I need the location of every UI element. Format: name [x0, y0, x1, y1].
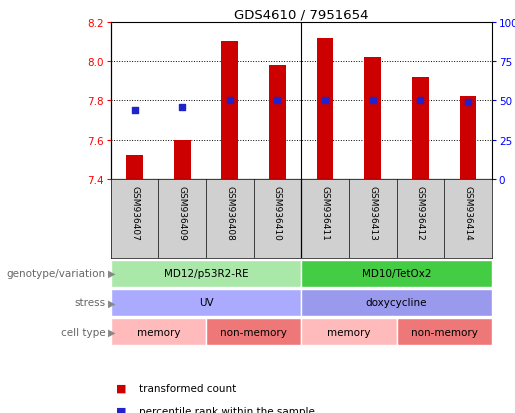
Text: non-memory: non-memory [411, 327, 477, 337]
Bar [301, 260, 492, 287]
Point [321, 98, 329, 104]
Text: memory: memory [136, 327, 180, 337]
Text: stress: stress [75, 298, 106, 308]
Text: percentile rank within the sample: percentile rank within the sample [139, 406, 315, 413]
Text: GSM936413: GSM936413 [368, 186, 377, 241]
Bar [301, 318, 397, 346]
Text: MD12/p53R2-RE: MD12/p53R2-RE [164, 268, 248, 278]
Point [226, 98, 234, 104]
Bar [111, 289, 301, 316]
Text: GSM936407: GSM936407 [130, 186, 139, 241]
Bar [111, 318, 206, 346]
Bar [221, 43, 238, 180]
Bar [397, 318, 492, 346]
Point [369, 98, 377, 104]
Text: GSM936408: GSM936408 [226, 186, 234, 241]
Text: ▶: ▶ [108, 298, 116, 308]
Bar [301, 289, 492, 316]
Point [464, 100, 472, 106]
Text: GSM936411: GSM936411 [321, 186, 330, 241]
Text: UV: UV [199, 298, 213, 308]
Point [273, 98, 282, 104]
Text: non-memory: non-memory [220, 327, 287, 337]
Text: genotype/variation: genotype/variation [7, 268, 106, 278]
Text: cell type: cell type [61, 327, 106, 337]
Title: GDS4610 / 7951654: GDS4610 / 7951654 [234, 9, 369, 21]
Bar [365, 58, 381, 180]
Bar [317, 38, 333, 180]
Bar [126, 156, 143, 180]
Text: ▶: ▶ [108, 327, 116, 337]
Text: GSM936409: GSM936409 [178, 186, 186, 241]
Text: doxycycline: doxycycline [366, 298, 427, 308]
Bar [412, 78, 428, 180]
Text: GSM936412: GSM936412 [416, 186, 425, 240]
Text: ■: ■ [116, 383, 126, 393]
Text: GSM936414: GSM936414 [464, 186, 472, 240]
Bar [269, 66, 286, 180]
Text: GSM936410: GSM936410 [273, 186, 282, 241]
Bar [460, 97, 476, 180]
Bar [174, 140, 191, 180]
Text: transformed count: transformed count [139, 383, 236, 393]
Point [178, 104, 186, 111]
Text: MD10/TetOx2: MD10/TetOx2 [362, 268, 431, 278]
Bar [111, 260, 301, 287]
Text: memory: memory [327, 327, 371, 337]
Point [416, 98, 424, 104]
Point [130, 107, 139, 114]
Bar [206, 318, 301, 346]
Text: ▶: ▶ [108, 268, 116, 278]
Text: ■: ■ [116, 406, 126, 413]
